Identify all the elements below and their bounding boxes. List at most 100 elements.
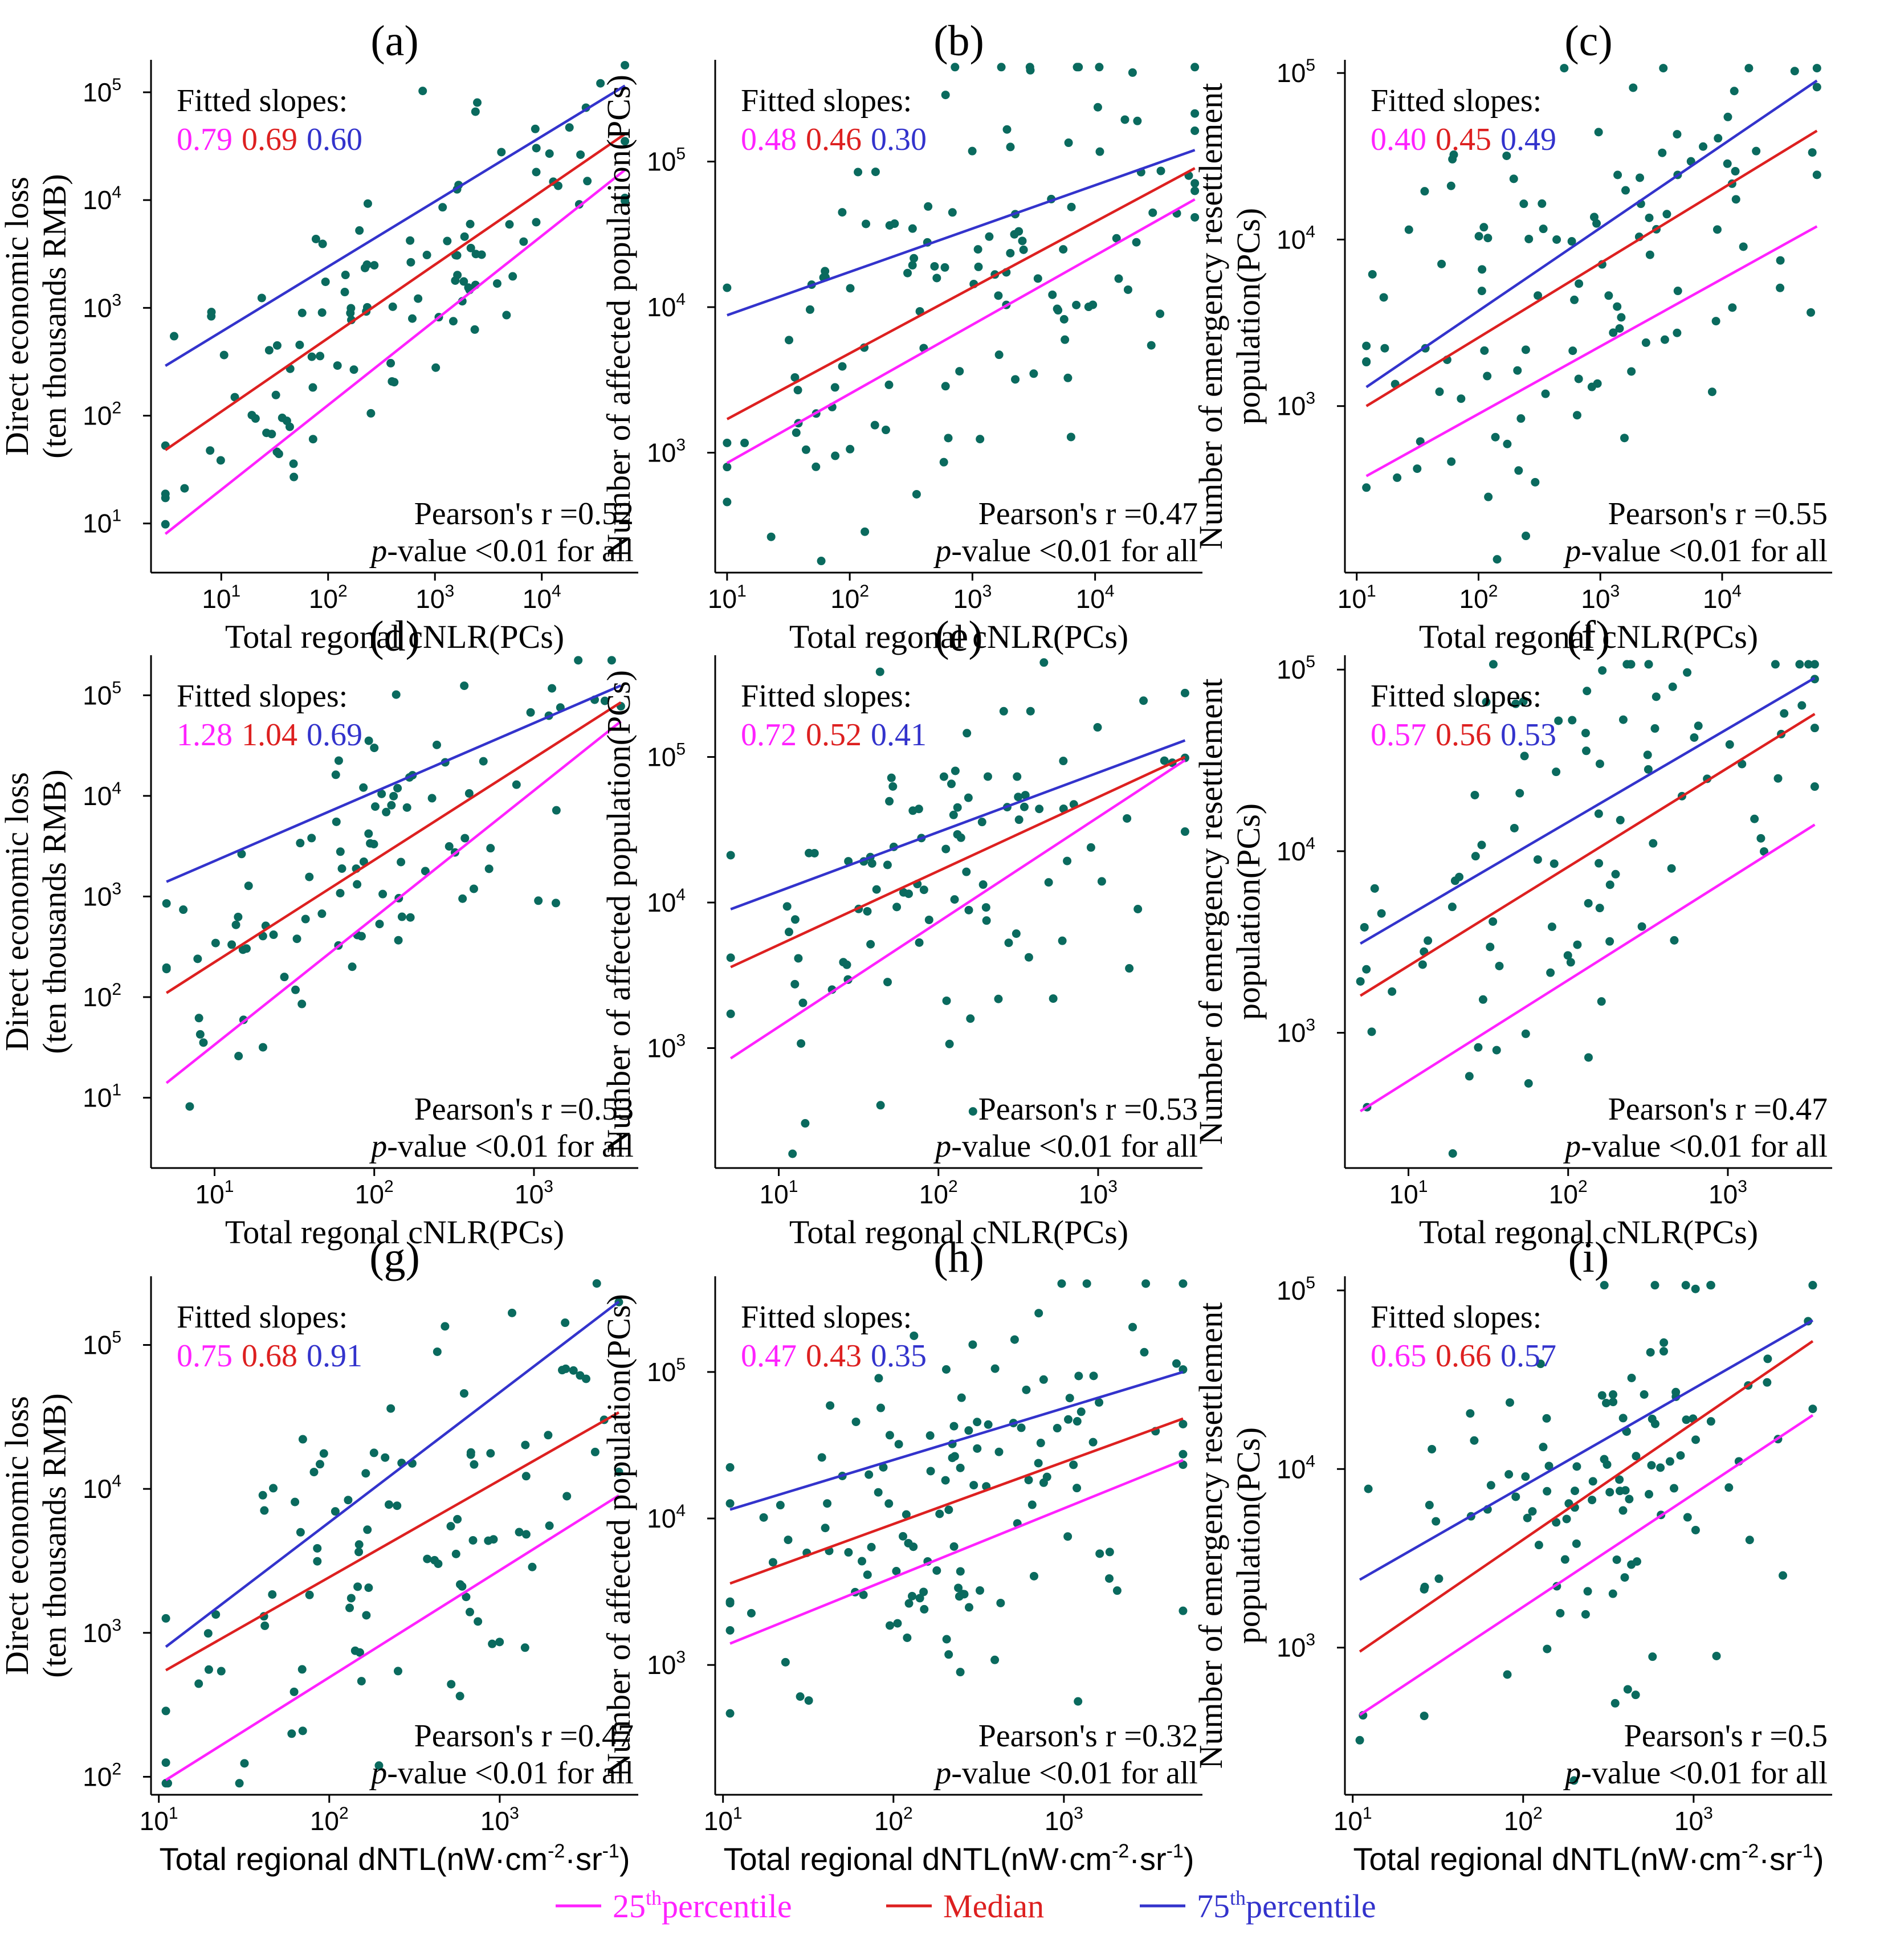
data-point: [406, 258, 415, 267]
x-label-mid: ·sr: [1129, 1841, 1166, 1877]
data-point: [260, 1621, 270, 1630]
data-point: [902, 1510, 911, 1519]
data-point: [1706, 1281, 1715, 1290]
data-point: [932, 1566, 941, 1575]
x-label-mid: ·sr: [1759, 1841, 1796, 1877]
data-point: [1179, 1279, 1188, 1288]
data-point: [982, 916, 991, 925]
x-tick-label: 101: [1389, 1177, 1428, 1209]
pearson-r: Pearson's r =0.32: [978, 1718, 1198, 1754]
data-point: [1808, 148, 1817, 157]
p-value: p-value <0.01 for all: [933, 1755, 1198, 1791]
data-point: [899, 888, 908, 897]
data-point: [964, 1603, 973, 1612]
data-point: [1656, 1463, 1665, 1472]
data-point: [1493, 555, 1502, 564]
data-point: [1010, 1335, 1019, 1344]
data-point: [569, 1366, 578, 1375]
x-axis-label: Total regional dNTL(nW·cm-2·sr-1): [160, 1840, 630, 1877]
data-point: [1521, 1472, 1530, 1481]
data-point: [1362, 483, 1371, 492]
data-point: [1018, 236, 1027, 246]
data-point: [1147, 341, 1156, 350]
data-point: [1640, 1390, 1649, 1399]
x-tick-exponent: 1: [737, 582, 747, 601]
data-point: [418, 87, 427, 96]
slope-median: 0.52: [806, 717, 862, 753]
data-point: [1797, 701, 1807, 710]
data-point: [1608, 1589, 1617, 1598]
data-point: [1673, 328, 1682, 337]
pearson-r: Pearson's r =0.47: [978, 496, 1198, 532]
data-point: [406, 913, 415, 922]
slope-median: 0.56: [1436, 717, 1491, 753]
data-point: [876, 1403, 886, 1412]
data-point: [583, 177, 592, 186]
data-point: [1019, 245, 1028, 254]
fit-line-75th-percentile: [166, 684, 622, 883]
data-point: [1556, 1608, 1565, 1618]
data-point: [1808, 1404, 1817, 1414]
data-point: [370, 802, 380, 811]
data-point: [164, 1779, 173, 1788]
data-point: [1470, 790, 1479, 799]
y-tick-label: 105: [647, 1355, 686, 1387]
x-tick-exponent: 3: [509, 1804, 519, 1823]
p-value-p: p: [369, 533, 387, 569]
data-point: [460, 232, 469, 241]
data-point: [973, 1444, 982, 1453]
y-tick-label: 104: [1277, 222, 1315, 254]
data-point: [217, 1667, 226, 1676]
data-point: [1650, 1419, 1659, 1428]
y-tick-label: 102: [83, 1759, 121, 1791]
data-point: [1691, 1284, 1700, 1293]
data-point: [920, 1604, 929, 1614]
y-tick-exponent: 2: [112, 980, 121, 999]
y-tick-exponent: 2: [112, 1759, 121, 1778]
data-point: [1571, 1487, 1580, 1496]
data-point: [211, 938, 220, 948]
data-point: [1420, 1712, 1429, 1721]
data-point: [932, 273, 941, 283]
x-label-sup2: -1: [602, 1840, 619, 1862]
data-point: [1723, 159, 1732, 168]
data-point: [551, 899, 560, 908]
data-point: [1029, 369, 1038, 378]
data-point: [776, 1501, 785, 1510]
p-value-p: p: [933, 533, 951, 569]
data-point: [1034, 1309, 1043, 1318]
fit-line-median: [1365, 129, 1818, 407]
y-tick-exponent: 3: [1306, 389, 1315, 408]
data-point: [842, 960, 851, 969]
data-point: [1547, 922, 1556, 932]
data-point: [1069, 1460, 1078, 1469]
data-point: [180, 484, 189, 493]
data-point: [469, 884, 478, 893]
data-point: [185, 1102, 194, 1111]
data-point: [861, 527, 870, 536]
p-value: p-value <0.01 for all: [933, 1129, 1198, 1164]
data-point: [1140, 1348, 1149, 1357]
data-point: [382, 807, 391, 816]
data-point: [885, 221, 894, 230]
y-tick-exponent: 3: [676, 436, 686, 455]
data-point: [258, 1043, 267, 1052]
y-tick-label: 105: [647, 145, 686, 177]
data-point: [341, 271, 350, 280]
panel-title: (a): [370, 17, 418, 65]
data-point: [903, 1633, 912, 1642]
data-point: [1620, 1573, 1629, 1582]
data-point: [1724, 1483, 1734, 1492]
data-point: [1434, 1574, 1444, 1583]
x-axis-label: Total regonal cNLR(PCs): [1419, 1214, 1758, 1251]
legend-label-median: Median: [943, 1888, 1044, 1925]
data-point: [296, 839, 305, 848]
data-point: [348, 962, 357, 971]
data-point: [552, 806, 561, 815]
data-point: [548, 684, 557, 693]
data-point: [1035, 805, 1044, 814]
legend-suffix: percentile: [662, 1888, 792, 1925]
data-point: [458, 894, 467, 903]
data-point: [1020, 802, 1029, 811]
data-point: [994, 291, 1003, 300]
